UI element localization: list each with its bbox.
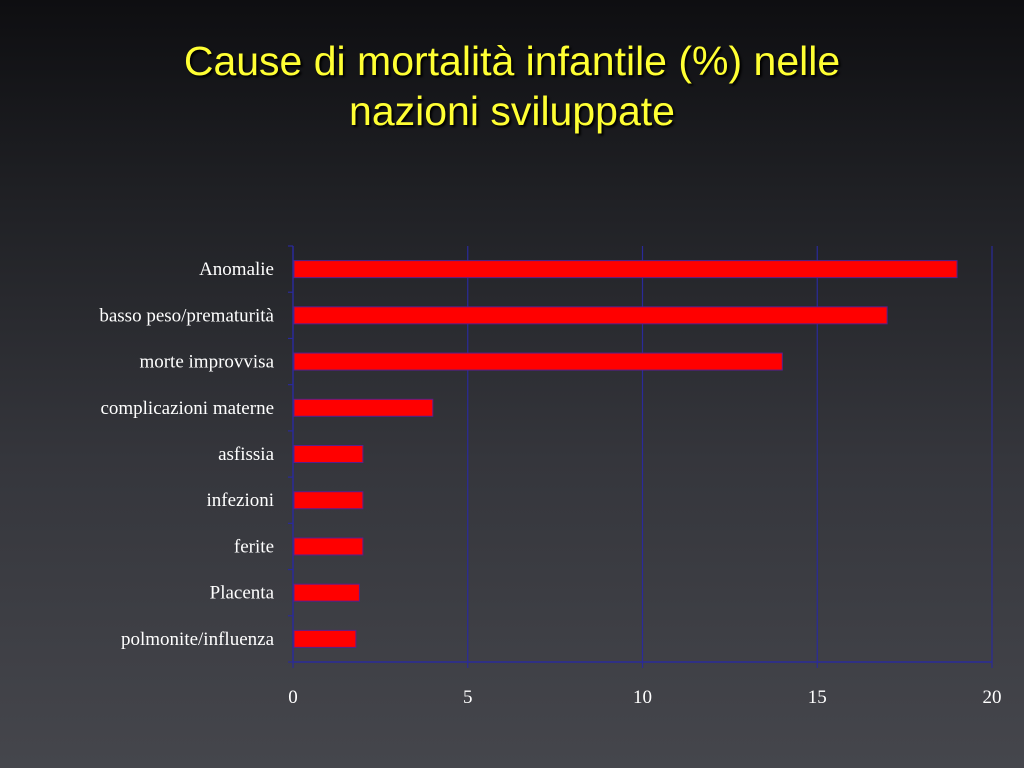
bar-4 xyxy=(293,445,364,463)
bar-2 xyxy=(293,352,783,371)
category-label-6: ferite xyxy=(234,536,274,557)
x-tick-label-4: 20 xyxy=(983,687,1002,708)
category-label-1: basso peso/prematurità xyxy=(99,305,274,326)
x-tick-label-0: 0 xyxy=(288,687,298,708)
category-label-3: complicazioni materne xyxy=(100,398,274,419)
x-tick-label-3: 15 xyxy=(808,687,827,708)
tick-labels: 0 5 10 15 20 xyxy=(288,687,1001,708)
bar-6 xyxy=(293,537,364,556)
axes xyxy=(288,245,993,668)
category-label-7: Placenta xyxy=(210,583,275,604)
category-labels: Anomalie basso peso/prematurità morte impr… xyxy=(99,259,274,650)
category-label-0: Anomalie xyxy=(199,259,274,280)
bar-7 xyxy=(293,583,360,602)
x-tick-label-2: 10 xyxy=(633,687,652,708)
slide-title: Cause di mortalità infantile (%) nelle n… xyxy=(60,36,964,136)
bar-3 xyxy=(293,398,434,417)
category-label-2: morte improvvisa xyxy=(139,352,274,373)
category-label-5: infezioni xyxy=(206,490,274,511)
bar-5 xyxy=(293,491,364,510)
bars xyxy=(293,260,958,648)
bar-0 xyxy=(293,260,958,279)
title-line-2: nazioni sviluppate xyxy=(349,88,675,134)
bar-1 xyxy=(293,306,888,325)
category-label-8: polmonite/influenza xyxy=(121,629,275,650)
category-label-4: asfissia xyxy=(218,444,275,465)
x-tick-label-1: 5 xyxy=(463,687,473,708)
bar-8 xyxy=(293,629,357,648)
title-line-1: Cause di mortalità infantile (%) nelle xyxy=(183,38,841,84)
